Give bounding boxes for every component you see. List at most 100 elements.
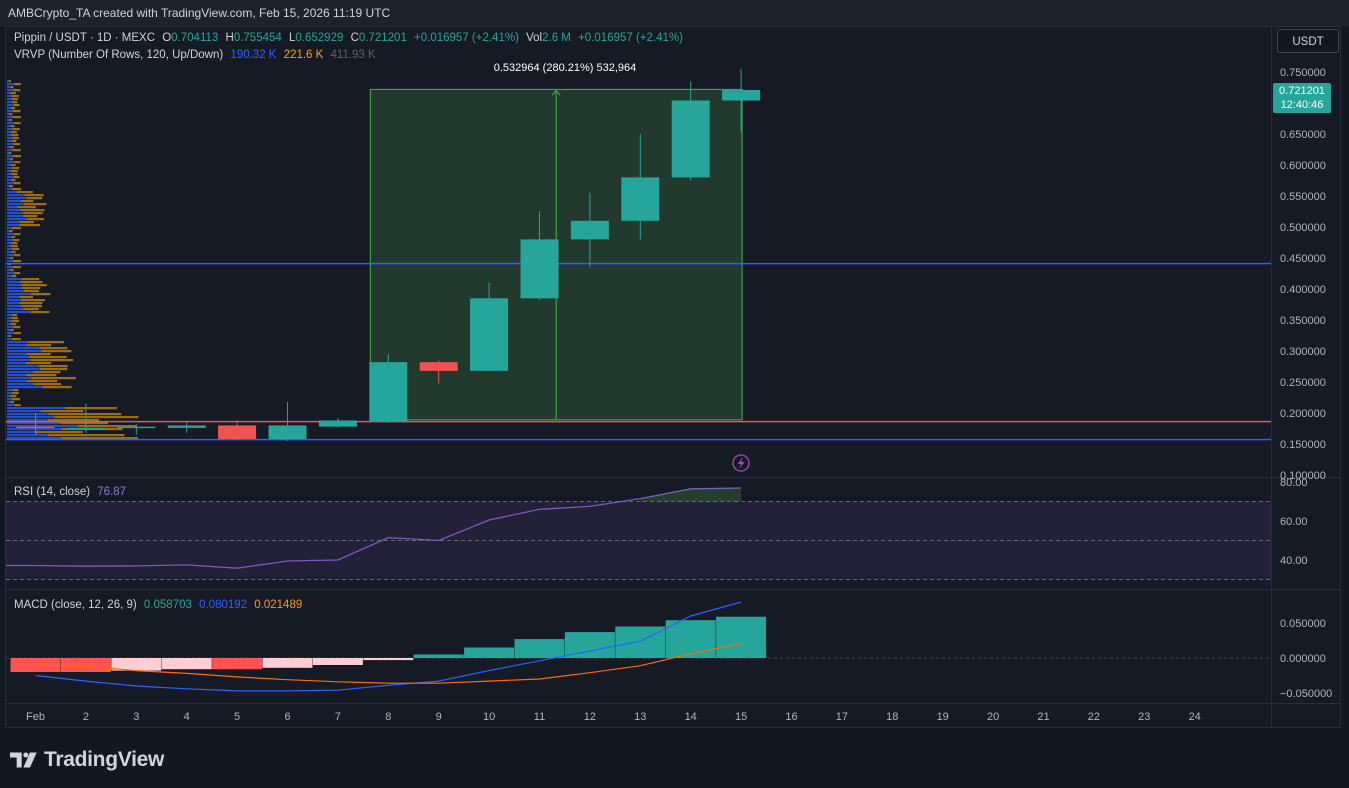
vrvp-up-row — [7, 365, 39, 368]
vrvp-down-row — [27, 344, 52, 347]
vrvp-up-row — [7, 416, 55, 419]
time-tick-label: 24 — [1189, 711, 1201, 723]
vrvp-down-row — [30, 311, 50, 314]
vrvp-up-row — [7, 362, 26, 365]
macd-histogram-bar — [514, 639, 565, 658]
vrvp-down-value: 221.6 K — [283, 49, 324, 61]
vrvp-up-row — [7, 431, 36, 434]
vrvp-down-row — [10, 158, 14, 161]
vrvp-up-row — [7, 374, 27, 377]
vrvp-down-row — [11, 248, 20, 251]
vrvp-up-row — [7, 137, 13, 140]
vrvp-down-row — [10, 170, 18, 173]
candle-body — [16, 426, 55, 429]
vrvp-up-row — [7, 179, 12, 182]
time-tick-label: 21 — [1037, 711, 1049, 723]
vrvp-up-row — [7, 167, 12, 170]
vrvp-total-value: 411.93 K — [330, 49, 376, 61]
low-value: 0.652929 — [295, 32, 344, 44]
vrvp-down-row — [11, 95, 19, 98]
vrvp-up-row — [7, 86, 11, 89]
vrvp-down-row — [10, 269, 14, 272]
vrvp-down-row — [39, 347, 68, 350]
volume-label: Vol — [526, 32, 543, 44]
vrvp-up-row — [7, 326, 14, 329]
vrvp-label[interactable]: VRVP (Number Of Rows, 120, Up/Down) — [14, 49, 224, 61]
rsi-label[interactable]: RSI (14, close) — [14, 486, 91, 498]
vrvp-down-row — [27, 218, 45, 221]
vrvp-up-row — [7, 437, 62, 440]
vrvp-up-row — [7, 380, 27, 383]
vrvp-down-row — [11, 398, 20, 401]
currency-button[interactable]: USDT — [1277, 29, 1339, 53]
time-tick-label: 17 — [836, 711, 848, 723]
vrvp-down-row — [9, 119, 13, 122]
vrvp-up-row — [7, 155, 14, 158]
vrvp-down-row — [14, 254, 21, 257]
time-tick-label: 9 — [436, 711, 442, 723]
vrvp-up-row — [7, 272, 15, 275]
vrvp-down-row — [26, 374, 57, 377]
vrvp-down-row — [13, 155, 21, 158]
vrvp-down-row — [42, 386, 72, 389]
vrvp-up-row — [7, 245, 11, 248]
vrvp-up-row — [7, 350, 42, 353]
vrvp-up-row — [7, 176, 14, 179]
time-tick-label: 2 — [83, 711, 89, 723]
macd-histogram-bar — [212, 658, 263, 670]
macd-label[interactable]: MACD (close, 12, 26, 9) — [14, 599, 137, 611]
vrvp-down-row — [10, 125, 15, 128]
price-tick-label: 0.750000 — [1280, 67, 1326, 79]
vrvp-up-value: 190.32 K — [230, 49, 277, 61]
vrvp-down-row — [10, 257, 14, 260]
vrvp-down-row — [14, 83, 21, 86]
time-tick-label: 8 — [385, 711, 391, 723]
vrvp-up-row — [7, 221, 20, 224]
vrvp-up-row — [7, 260, 13, 263]
vrvp-down-row — [27, 380, 58, 383]
vrvp-down-row — [12, 266, 21, 269]
open-value: 0.704113 — [171, 32, 219, 44]
vrvp-down-row — [11, 164, 16, 167]
vrvp-down-row — [11, 242, 18, 245]
vrvp-up-row — [7, 212, 24, 215]
vrvp-up-row — [7, 314, 13, 317]
symbol-title[interactable]: Pippin / USDT · 1D · MEXC — [14, 32, 156, 44]
vrvp-down-row — [54, 416, 139, 419]
macd-histogram-bar — [665, 620, 716, 658]
vrvp-down-row — [48, 434, 125, 437]
macd-histogram-bar — [312, 658, 363, 665]
vrvp-up-row — [7, 128, 13, 131]
vrvp-down-row — [9, 230, 13, 233]
vrvp-up-row — [7, 383, 34, 386]
macd-histogram-bar — [111, 658, 162, 671]
vrvp-down-row — [11, 179, 16, 182]
vrvp-down-row — [23, 212, 43, 215]
close-value: 0.721201 — [358, 32, 407, 44]
vrvp-up-row — [7, 377, 32, 380]
vrvp-down-row — [13, 239, 20, 242]
vrvp-up-row — [7, 344, 27, 347]
high-value: 0.755454 — [233, 32, 282, 44]
macd-legend: MACD (close, 12, 26, 9) 0.058703 0.08019… — [14, 599, 306, 611]
vrvp-down-row — [35, 431, 83, 434]
vrvp-up-row — [7, 386, 43, 389]
top-bar: AMBCrypto_TA created with TradingView.co… — [0, 0, 1349, 26]
tradingview-logo[interactable]: TradingView — [10, 745, 164, 775]
vrvp-down-row — [19, 281, 43, 284]
macd-tick-label: −0.050000 — [1280, 688, 1332, 700]
candle-body — [369, 362, 408, 422]
vrvp-down-row — [12, 101, 18, 104]
vrvp-down-row — [65, 407, 117, 410]
lightning-icon[interactable] — [732, 454, 750, 472]
bar-countdown: 12:40:46 — [1280, 99, 1324, 111]
vrvp-up-row — [7, 404, 15, 407]
vrvp-down-row — [11, 392, 19, 395]
signal-line — [35, 642, 742, 684]
vrvp-down-row — [38, 365, 68, 368]
vrvp-up-row — [7, 116, 13, 119]
vrvp-down-row — [77, 425, 137, 428]
vrvp-down-row — [11, 98, 18, 101]
vrvp-up-row — [7, 284, 22, 287]
